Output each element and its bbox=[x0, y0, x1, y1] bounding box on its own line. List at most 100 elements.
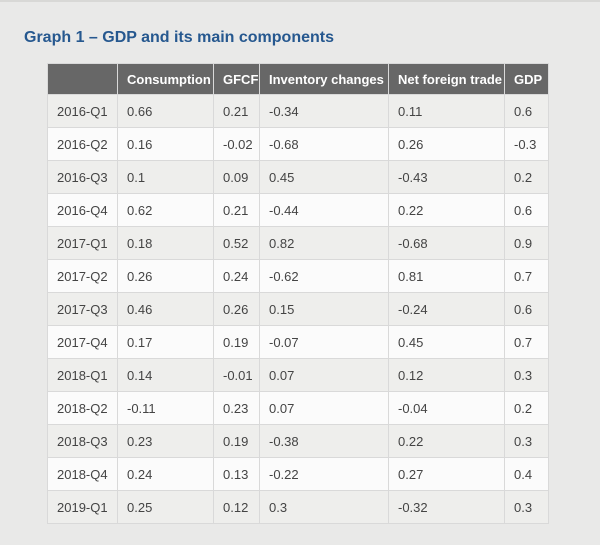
value-cell: -0.38 bbox=[259, 424, 389, 458]
table-row: 2017-Q3 0.46 0.26 0.15 -0.24 0.6 bbox=[47, 292, 549, 326]
header-cell-gdp: GDP bbox=[504, 63, 549, 95]
table-row: 2017-Q1 0.18 0.52 0.82 -0.68 0.9 bbox=[47, 226, 549, 260]
value-cell: -0.24 bbox=[388, 292, 505, 326]
period-cell: 2017-Q1 bbox=[47, 226, 118, 260]
value-cell: 0.07 bbox=[259, 391, 389, 425]
value-cell: -0.32 bbox=[388, 490, 505, 524]
value-cell: 0.21 bbox=[213, 94, 260, 128]
value-cell: 0.6 bbox=[504, 193, 549, 227]
period-cell: 2017-Q4 bbox=[47, 325, 118, 359]
period-cell: 2016-Q3 bbox=[47, 160, 118, 194]
value-cell: 0.52 bbox=[213, 226, 260, 260]
value-cell: 0.9 bbox=[504, 226, 549, 260]
table-row: 2018-Q3 0.23 0.19 -0.38 0.22 0.3 bbox=[47, 424, 549, 458]
value-cell: 0.21 bbox=[213, 193, 260, 227]
gdp-components-table: Consumption GFCF Inventory changes Net f… bbox=[47, 63, 549, 524]
period-cell: 2016-Q4 bbox=[47, 193, 118, 227]
value-cell: 0.19 bbox=[213, 424, 260, 458]
value-cell: -0.07 bbox=[259, 325, 389, 359]
value-cell: 0.22 bbox=[388, 424, 505, 458]
value-cell: 0.46 bbox=[117, 292, 214, 326]
value-cell: 0.07 bbox=[259, 358, 389, 392]
page-title: Graph 1 – GDP and its main components bbox=[24, 29, 334, 46]
table-row: 2016-Q1 0.66 0.21 -0.34 0.11 0.6 bbox=[47, 94, 549, 128]
value-cell: 0.24 bbox=[117, 457, 214, 491]
value-cell: 0.17 bbox=[117, 325, 214, 359]
period-cell: 2017-Q3 bbox=[47, 292, 118, 326]
table-row: 2017-Q2 0.26 0.24 -0.62 0.81 0.7 bbox=[47, 259, 549, 293]
value-cell: 0.66 bbox=[117, 94, 214, 128]
value-cell: -0.11 bbox=[117, 391, 214, 425]
value-cell: 0.45 bbox=[388, 325, 505, 359]
value-cell: 0.09 bbox=[213, 160, 260, 194]
value-cell: 0.25 bbox=[117, 490, 214, 524]
value-cell: 0.81 bbox=[388, 259, 505, 293]
value-cell: -0.43 bbox=[388, 160, 505, 194]
value-cell: -0.02 bbox=[213, 127, 260, 161]
table-row: 2016-Q2 0.16 -0.02 -0.68 0.26 -0.3 bbox=[47, 127, 549, 161]
table-row: 2018-Q2 -0.11 0.23 0.07 -0.04 0.2 bbox=[47, 391, 549, 425]
value-cell: 0.2 bbox=[504, 391, 549, 425]
value-cell: 0.18 bbox=[117, 226, 214, 260]
value-cell: -0.62 bbox=[259, 259, 389, 293]
header-cell-inventory-changes: Inventory changes bbox=[259, 63, 389, 95]
table-row: 2016-Q4 0.62 0.21 -0.44 0.22 0.6 bbox=[47, 193, 549, 227]
value-cell: 0.45 bbox=[259, 160, 389, 194]
header-cell-net-foreign-trade: Net foreign trade bbox=[388, 63, 505, 95]
value-cell: 0.6 bbox=[504, 292, 549, 326]
value-cell: 0.26 bbox=[388, 127, 505, 161]
value-cell: 0.19 bbox=[213, 325, 260, 359]
table-row: 2019-Q1 0.25 0.12 0.3 -0.32 0.3 bbox=[47, 490, 549, 524]
value-cell: 0.26 bbox=[117, 259, 214, 293]
table-body: 2016-Q1 0.66 0.21 -0.34 0.11 0.6 2016-Q2 0.16 -0… bbox=[47, 94, 549, 524]
value-cell: 0.15 bbox=[259, 292, 389, 326]
period-cell: 2018-Q2 bbox=[47, 391, 118, 425]
value-cell: -0.68 bbox=[259, 127, 389, 161]
value-cell: 0.24 bbox=[213, 259, 260, 293]
header-cell-period bbox=[47, 63, 118, 95]
value-cell: 0.7 bbox=[504, 325, 549, 359]
value-cell: 0.23 bbox=[213, 391, 260, 425]
period-cell: 2018-Q3 bbox=[47, 424, 118, 458]
table-row: 2016-Q3 0.1 0.09 0.45 -0.43 0.2 bbox=[47, 160, 549, 194]
value-cell: 0.11 bbox=[388, 94, 505, 128]
table-row: 2018-Q4 0.24 0.13 -0.22 0.27 0.4 bbox=[47, 457, 549, 491]
value-cell: 0.27 bbox=[388, 457, 505, 491]
value-cell: 0.13 bbox=[213, 457, 260, 491]
value-cell: 0.62 bbox=[117, 193, 214, 227]
table-header: Consumption GFCF Inventory changes Net f… bbox=[47, 63, 549, 95]
period-cell: 2016-Q2 bbox=[47, 127, 118, 161]
value-cell: -0.44 bbox=[259, 193, 389, 227]
header-row: Consumption GFCF Inventory changes Net f… bbox=[47, 63, 549, 95]
value-cell: -0.01 bbox=[213, 358, 260, 392]
period-cell: 2018-Q4 bbox=[47, 457, 118, 491]
value-cell: 0.3 bbox=[504, 490, 549, 524]
value-cell: 0.12 bbox=[388, 358, 505, 392]
value-cell: 0.1 bbox=[117, 160, 214, 194]
value-cell: 0.26 bbox=[213, 292, 260, 326]
value-cell: 0.82 bbox=[259, 226, 389, 260]
value-cell: 0.6 bbox=[504, 94, 549, 128]
value-cell: 0.7 bbox=[504, 259, 549, 293]
value-cell: 0.3 bbox=[259, 490, 389, 524]
header-cell-consumption: Consumption bbox=[117, 63, 214, 95]
header-cell-gfcf: GFCF bbox=[213, 63, 260, 95]
value-cell: 0.14 bbox=[117, 358, 214, 392]
value-cell: 0.3 bbox=[504, 424, 549, 458]
period-cell: 2018-Q1 bbox=[47, 358, 118, 392]
table-row: 2017-Q4 0.17 0.19 -0.07 0.45 0.7 bbox=[47, 325, 549, 359]
period-cell: 2019-Q1 bbox=[47, 490, 118, 524]
value-cell: 0.12 bbox=[213, 490, 260, 524]
value-cell: -0.3 bbox=[504, 127, 549, 161]
period-cell: 2017-Q2 bbox=[47, 259, 118, 293]
value-cell: 0.16 bbox=[117, 127, 214, 161]
value-cell: -0.04 bbox=[388, 391, 505, 425]
value-cell: 0.23 bbox=[117, 424, 214, 458]
table-row: 2018-Q1 0.14 -0.01 0.07 0.12 0.3 bbox=[47, 358, 549, 392]
value-cell: 0.22 bbox=[388, 193, 505, 227]
value-cell: -0.22 bbox=[259, 457, 389, 491]
value-cell: 0.4 bbox=[504, 457, 549, 491]
value-cell: -0.34 bbox=[259, 94, 389, 128]
value-cell: 0.2 bbox=[504, 160, 549, 194]
